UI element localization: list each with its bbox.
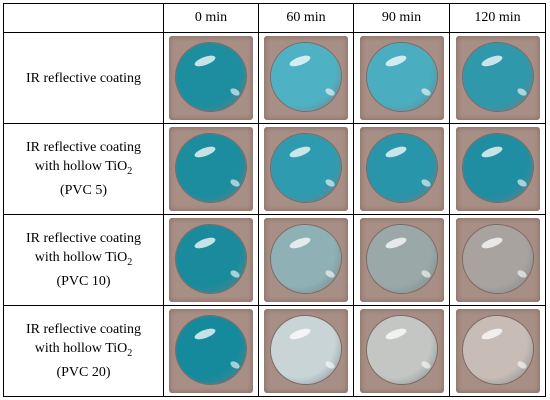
- drop-highlight: [324, 268, 336, 280]
- drop-photo: [169, 309, 253, 393]
- drop-highlight: [383, 144, 408, 160]
- row-label: IR reflective coating: [3, 32, 164, 124]
- header-corner-cell: [3, 3, 164, 33]
- drop-highlight: [193, 144, 217, 160]
- header-time-1: 60 min: [258, 3, 354, 33]
- row-label-line: with hollow TiO2: [34, 250, 133, 268]
- drop-highlight: [288, 326, 312, 342]
- drop-highlight: [515, 86, 528, 98]
- drop-photo: [455, 309, 540, 393]
- table-row-pvc10: IR reflective coating with hollow TiO2 (…: [3, 214, 546, 306]
- drop-photo: [359, 309, 444, 393]
- drop-highlight: [383, 53, 408, 69]
- coating-drop: [176, 134, 246, 202]
- coating-drop: [271, 316, 341, 384]
- drop-highlight: [229, 268, 241, 280]
- drop-photo: [264, 36, 348, 120]
- coating-drop: [462, 43, 533, 111]
- drop-highlight: [383, 235, 408, 251]
- coating-drop: [176, 225, 246, 293]
- table-row-ir-coating: IR reflective coating: [3, 32, 546, 124]
- drop-photo: [264, 309, 348, 393]
- subscript: 2: [127, 165, 133, 177]
- subscript: 2: [127, 256, 133, 268]
- header-row: 0 min 60 min 90 min 120 min: [3, 3, 546, 33]
- drop-photo: [455, 218, 540, 302]
- coating-drop: [176, 43, 246, 111]
- drop-highlight: [229, 86, 241, 98]
- drop-highlight: [383, 326, 408, 342]
- table-row-pvc5: IR reflective coating with hollow TiO2 (…: [3, 123, 546, 215]
- drop-highlight: [288, 53, 312, 69]
- coating-drop: [462, 134, 533, 202]
- drop-photo: [359, 218, 444, 302]
- drop-highlight: [229, 177, 241, 189]
- row-label-line: IR reflective coating: [25, 140, 142, 156]
- drop-highlight: [479, 53, 504, 69]
- subscript: 2: [127, 347, 133, 359]
- row-label: IR reflective coating with hollow TiO2 (…: [3, 214, 164, 306]
- coating-drop: [271, 43, 341, 111]
- table-row-pvc20: IR reflective coating with hollow TiO2 (…: [3, 305, 546, 397]
- drop-photo: [264, 127, 348, 211]
- drop-photo: [359, 127, 444, 211]
- drop-photo: [169, 127, 253, 211]
- row-label-line: IR reflective coating: [25, 231, 142, 247]
- coating-drop: [366, 316, 437, 384]
- row-label-line: with hollow TiO2: [34, 341, 133, 359]
- row-label: IR reflective coating with hollow TiO2 (…: [3, 123, 164, 215]
- drop-highlight: [324, 177, 336, 189]
- row-label-pvc: (PVC 5): [59, 182, 108, 198]
- header-time-2: 90 min: [353, 3, 450, 33]
- drop-highlight: [288, 235, 312, 251]
- drop-highlight: [515, 268, 528, 280]
- header-time-0: 0 min: [163, 3, 259, 33]
- row-label-pvc: (PVC 10): [56, 273, 111, 289]
- coating-drop: [366, 134, 437, 202]
- coating-drop: [462, 225, 533, 293]
- row-label-pvc: (PVC 20): [56, 364, 111, 380]
- drop-photo: [359, 36, 444, 120]
- header-time-3: 120 min: [449, 3, 546, 33]
- drop-highlight: [229, 359, 241, 371]
- coating-drop: [462, 316, 533, 384]
- drop-photo: [455, 36, 540, 120]
- drop-photo: [264, 218, 348, 302]
- drop-highlight: [324, 359, 336, 371]
- row-label: IR reflective coating with hollow TiO2 (…: [3, 305, 164, 397]
- coating-drop: [366, 43, 437, 111]
- drop-photo: [169, 218, 253, 302]
- drop-highlight: [479, 144, 504, 160]
- coating-drop: [271, 225, 341, 293]
- drop-highlight: [193, 53, 217, 69]
- coating-drop: [271, 134, 341, 202]
- drop-highlight: [288, 144, 312, 160]
- coating-drop: [176, 316, 246, 384]
- drop-highlight: [193, 326, 217, 342]
- results-table: 0 min 60 min 90 min 120 min IR reflectiv…: [3, 3, 546, 397]
- drop-highlight: [515, 359, 528, 371]
- drop-photo: [455, 127, 540, 211]
- drop-highlight: [419, 268, 432, 280]
- drop-highlight: [324, 86, 336, 98]
- drop-highlight: [479, 326, 504, 342]
- drop-highlight: [419, 359, 432, 371]
- drop-highlight: [193, 235, 217, 251]
- row-label-line: IR reflective coating: [25, 70, 142, 86]
- row-label-line: IR reflective coating: [25, 322, 142, 338]
- drop-photo: [169, 36, 253, 120]
- drop-highlight: [419, 86, 432, 98]
- coating-drop: [366, 225, 437, 293]
- drop-highlight: [515, 177, 528, 189]
- row-label-line: with hollow TiO2: [34, 159, 133, 177]
- drop-highlight: [479, 235, 504, 251]
- drop-highlight: [419, 177, 432, 189]
